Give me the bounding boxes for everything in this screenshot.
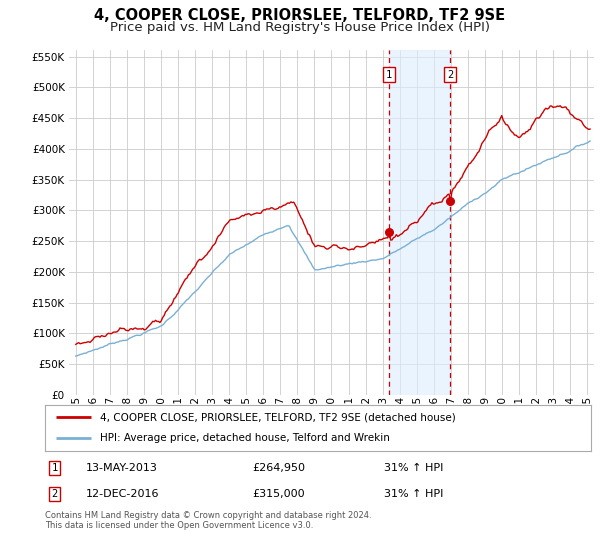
Bar: [389, 50, 450, 395]
Text: 2: 2: [52, 489, 58, 499]
Text: Price paid vs. HM Land Registry's House Price Index (HPI): Price paid vs. HM Land Registry's House …: [110, 21, 490, 34]
Text: £264,950: £264,950: [253, 463, 305, 473]
Text: 12-DEC-2016: 12-DEC-2016: [86, 489, 160, 499]
Text: Contains HM Land Registry data © Crown copyright and database right 2024.
This d: Contains HM Land Registry data © Crown c…: [45, 511, 371, 530]
Text: HPI: Average price, detached house, Telford and Wrekin: HPI: Average price, detached house, Telf…: [100, 433, 389, 444]
Text: £315,000: £315,000: [253, 489, 305, 499]
Text: 31% ↑ HPI: 31% ↑ HPI: [383, 489, 443, 499]
Text: 4, COOPER CLOSE, PRIORSLEE, TELFORD, TF2 9SE: 4, COOPER CLOSE, PRIORSLEE, TELFORD, TF2…: [94, 8, 506, 24]
Text: 31% ↑ HPI: 31% ↑ HPI: [383, 463, 443, 473]
Text: 13-MAY-2013: 13-MAY-2013: [86, 463, 158, 473]
Text: 4, COOPER CLOSE, PRIORSLEE, TELFORD, TF2 9SE (detached house): 4, COOPER CLOSE, PRIORSLEE, TELFORD, TF2…: [100, 412, 455, 422]
Text: 2: 2: [447, 69, 453, 80]
Text: 1: 1: [52, 463, 58, 473]
Text: 1: 1: [386, 69, 392, 80]
